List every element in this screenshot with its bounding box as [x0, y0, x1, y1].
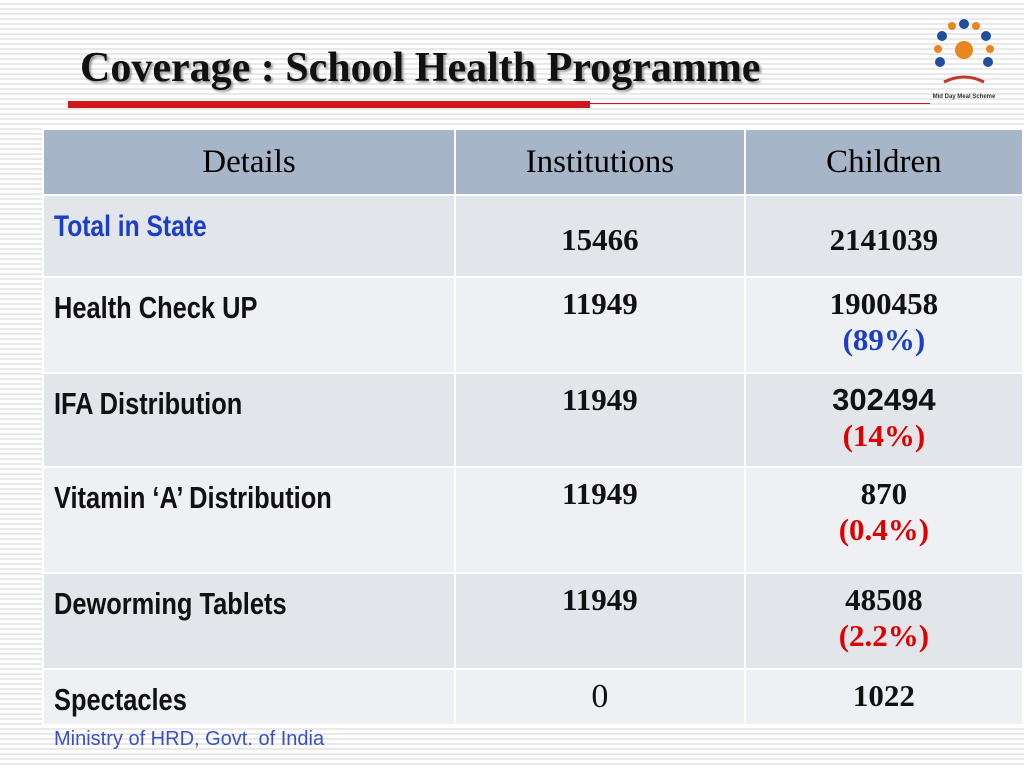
- children-share: (0.4%): [838, 512, 930, 547]
- children-value: 302494: [832, 382, 936, 417]
- title-underline: [68, 101, 590, 108]
- institutions-value: 11949: [561, 476, 638, 511]
- table-row: Spectacles 0 1022: [42, 668, 1024, 726]
- details-cell: Deworming Tablets: [42, 572, 456, 670]
- table-row: Total in State 15466 2141039: [42, 194, 1024, 278]
- title-rule: [590, 103, 930, 104]
- footer: Ministry of HRD, Govt. of India: [54, 728, 325, 750]
- details-cell: Health Check UP: [42, 276, 456, 374]
- column-header: Institutions: [454, 128, 746, 196]
- institutions-cell: 11949: [454, 372, 746, 468]
- children-cell: 48508 (2.2%): [743, 572, 1024, 670]
- children-value: 1022: [852, 678, 915, 713]
- children-share: (14%): [842, 418, 926, 453]
- table-row: Vitamin ‘A’ Distribution 11949 870 (0.4%): [42, 466, 1024, 574]
- children-value: 2141039: [829, 222, 939, 257]
- children-cell: 302494 (14%): [743, 372, 1024, 468]
- details-text: Deworming Tablets: [54, 586, 287, 621]
- institutions-value: 15466: [561, 222, 639, 257]
- table-row: Health Check UP 11949 1900458 (89%): [42, 276, 1024, 374]
- table-row: IFA Distribution 11949 302494 (14%): [42, 372, 1024, 468]
- logo-caption: Mid Day Meal Scheme: [932, 94, 996, 100]
- institutions-cell: 0: [454, 668, 746, 726]
- institutions-value: 11949: [561, 382, 638, 417]
- children-cell: 1022: [743, 668, 1024, 726]
- children-cell: 2141039: [743, 194, 1024, 278]
- institutions-cell: 11949: [454, 572, 746, 670]
- children-share: (89%): [842, 322, 926, 357]
- institutions-cell: 15466: [454, 194, 746, 278]
- details-text: Health Check UP: [54, 290, 258, 325]
- coverage-table: Details Institutions Children Total in S…: [42, 128, 1024, 726]
- column-header: Children: [743, 128, 1024, 196]
- details-cell: Vitamin ‘A’ Distribution: [42, 466, 456, 574]
- children-cell: 870 (0.4%): [743, 466, 1024, 574]
- institutions-cell: 11949: [454, 466, 746, 574]
- institutions-value: 11949: [561, 286, 638, 321]
- children-value: 48508: [845, 582, 923, 617]
- details-text: Vitamin ‘A’ Distribution: [54, 480, 332, 515]
- institutions-value: 0: [591, 678, 609, 715]
- column-header: Details: [42, 128, 456, 196]
- children-share: (2.2%): [838, 618, 930, 653]
- details-cell: Total in State: [42, 194, 456, 278]
- details-cell: Spectacles: [42, 668, 456, 726]
- details-text: IFA Distribution: [54, 386, 243, 421]
- details-text: Spectacles: [54, 682, 187, 717]
- table-row: Deworming Tablets 11949 48508 (2.2%): [42, 572, 1024, 670]
- slide-title: Coverage : School Health Programme: [80, 45, 761, 91]
- children-value: 1900458: [829, 286, 939, 321]
- children-value: 870: [860, 476, 908, 511]
- institutions-value: 11949: [561, 582, 638, 617]
- logo: [934, 19, 994, 84]
- details-text: Total in State: [54, 210, 207, 243]
- children-cell: 1900458 (89%): [743, 276, 1024, 374]
- details-cell: IFA Distribution: [42, 372, 456, 468]
- institutions-cell: 11949: [454, 276, 746, 374]
